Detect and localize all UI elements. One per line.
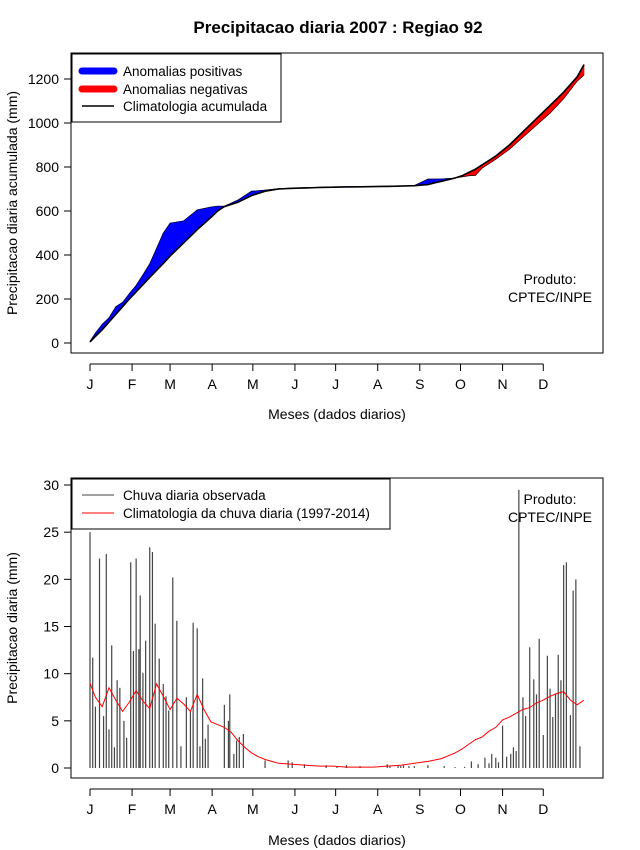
legend-daily: Chuva diaria observada Climatologia da c… bbox=[71, 478, 391, 530]
x-tick-label: D bbox=[538, 801, 548, 817]
legend-label-climatology-daily: Climatologia da chuva diaria (1997-2014) bbox=[123, 506, 370, 521]
y-tick-label: 15 bbox=[43, 619, 59, 635]
y-tick-label: 1200 bbox=[28, 71, 59, 87]
y-tick-label: 1000 bbox=[28, 115, 59, 131]
annotation-produto-daily: Produto: bbox=[524, 491, 577, 507]
x-tick-label: S bbox=[415, 801, 424, 817]
x-tick-label: F bbox=[128, 801, 137, 817]
x-axis-label-daily: Meses (dados diarios) bbox=[268, 832, 406, 848]
legend-label-climatology: Climatologia acumulada bbox=[123, 99, 268, 114]
climatology-daily-line bbox=[89, 682, 585, 768]
panel-daily: 0 5 10 15 20 25 30 J F M A M J J A S O N D Meses (dados di… bbox=[4, 477, 604, 848]
x-tick-label: J bbox=[291, 376, 298, 392]
x-tick-label: J bbox=[87, 376, 94, 392]
y-tick-label: 0 bbox=[51, 760, 59, 776]
annotation-cptec-daily: CPTEC/INPE bbox=[508, 509, 592, 525]
climatology-accumulated-line bbox=[89, 64, 585, 343]
x-tick-label: J bbox=[332, 801, 339, 817]
x-tick-label: M bbox=[247, 801, 259, 817]
legend-accumulated: Anomalias positivas Anomalias negativas … bbox=[71, 53, 282, 123]
y-tick-label: 200 bbox=[36, 291, 60, 307]
x-tick-label: J bbox=[87, 801, 94, 817]
x-tick-label: O bbox=[455, 376, 466, 392]
anomaly-positive-area bbox=[169, 220, 184, 257]
legend-box-daily bbox=[71, 478, 391, 530]
y-tick-label: 25 bbox=[43, 524, 59, 540]
y-tick-label: 800 bbox=[36, 159, 60, 175]
x-tick-label: M bbox=[164, 801, 176, 817]
y-tick-label: 20 bbox=[43, 571, 59, 587]
annotation-cptec-accumulated: CPTEC/INPE bbox=[508, 289, 592, 305]
y-axis-label-accumulated: Precipitacao diaria acumulada (mm) bbox=[4, 91, 20, 315]
anomaly-positive-area bbox=[183, 209, 198, 244]
y-axis-label-daily: Precipitacao diaria (mm) bbox=[4, 552, 20, 704]
x-axis-label-accumulated: Meses (dados diarios) bbox=[268, 406, 406, 422]
x-tick-label: N bbox=[498, 801, 508, 817]
x-tick-label: A bbox=[373, 801, 383, 817]
x-tick-label: D bbox=[538, 376, 548, 392]
panel-accumulated: 0 200 400 600 800 1000 1200 J F M A M J J A S O N D Meses … bbox=[4, 52, 604, 422]
y-tick-label: 0 bbox=[51, 335, 59, 351]
x-tick-label: O bbox=[455, 801, 466, 817]
y-tick-label: 5 bbox=[51, 713, 59, 729]
y-tick-label: 600 bbox=[36, 203, 60, 219]
x-tick-label: N bbox=[498, 376, 508, 392]
chart-title: Precipitacao diaria 2007 : Regiao 92 bbox=[193, 18, 482, 37]
x-tick-label: A bbox=[373, 376, 383, 392]
legend-label-observed: Chuva diaria observada bbox=[123, 488, 266, 503]
x-tick-label: A bbox=[207, 801, 217, 817]
x-tick-label: M bbox=[247, 376, 259, 392]
y-tick-label: 10 bbox=[43, 666, 59, 682]
x-tick-label: A bbox=[207, 376, 217, 392]
annotation-produto-accumulated: Produto: bbox=[524, 271, 577, 287]
x-tick-label: J bbox=[332, 376, 339, 392]
x-tick-label: M bbox=[164, 376, 176, 392]
x-tick-label: S bbox=[415, 376, 424, 392]
y-tick-label: 400 bbox=[36, 247, 60, 263]
y-tick-label: 30 bbox=[43, 477, 59, 493]
x-tick-label: J bbox=[291, 801, 298, 817]
legend-label-positive: Anomalias positivas bbox=[123, 64, 243, 79]
legend-label-negative: Anomalias negativas bbox=[123, 82, 248, 97]
x-tick-label: F bbox=[128, 376, 137, 392]
